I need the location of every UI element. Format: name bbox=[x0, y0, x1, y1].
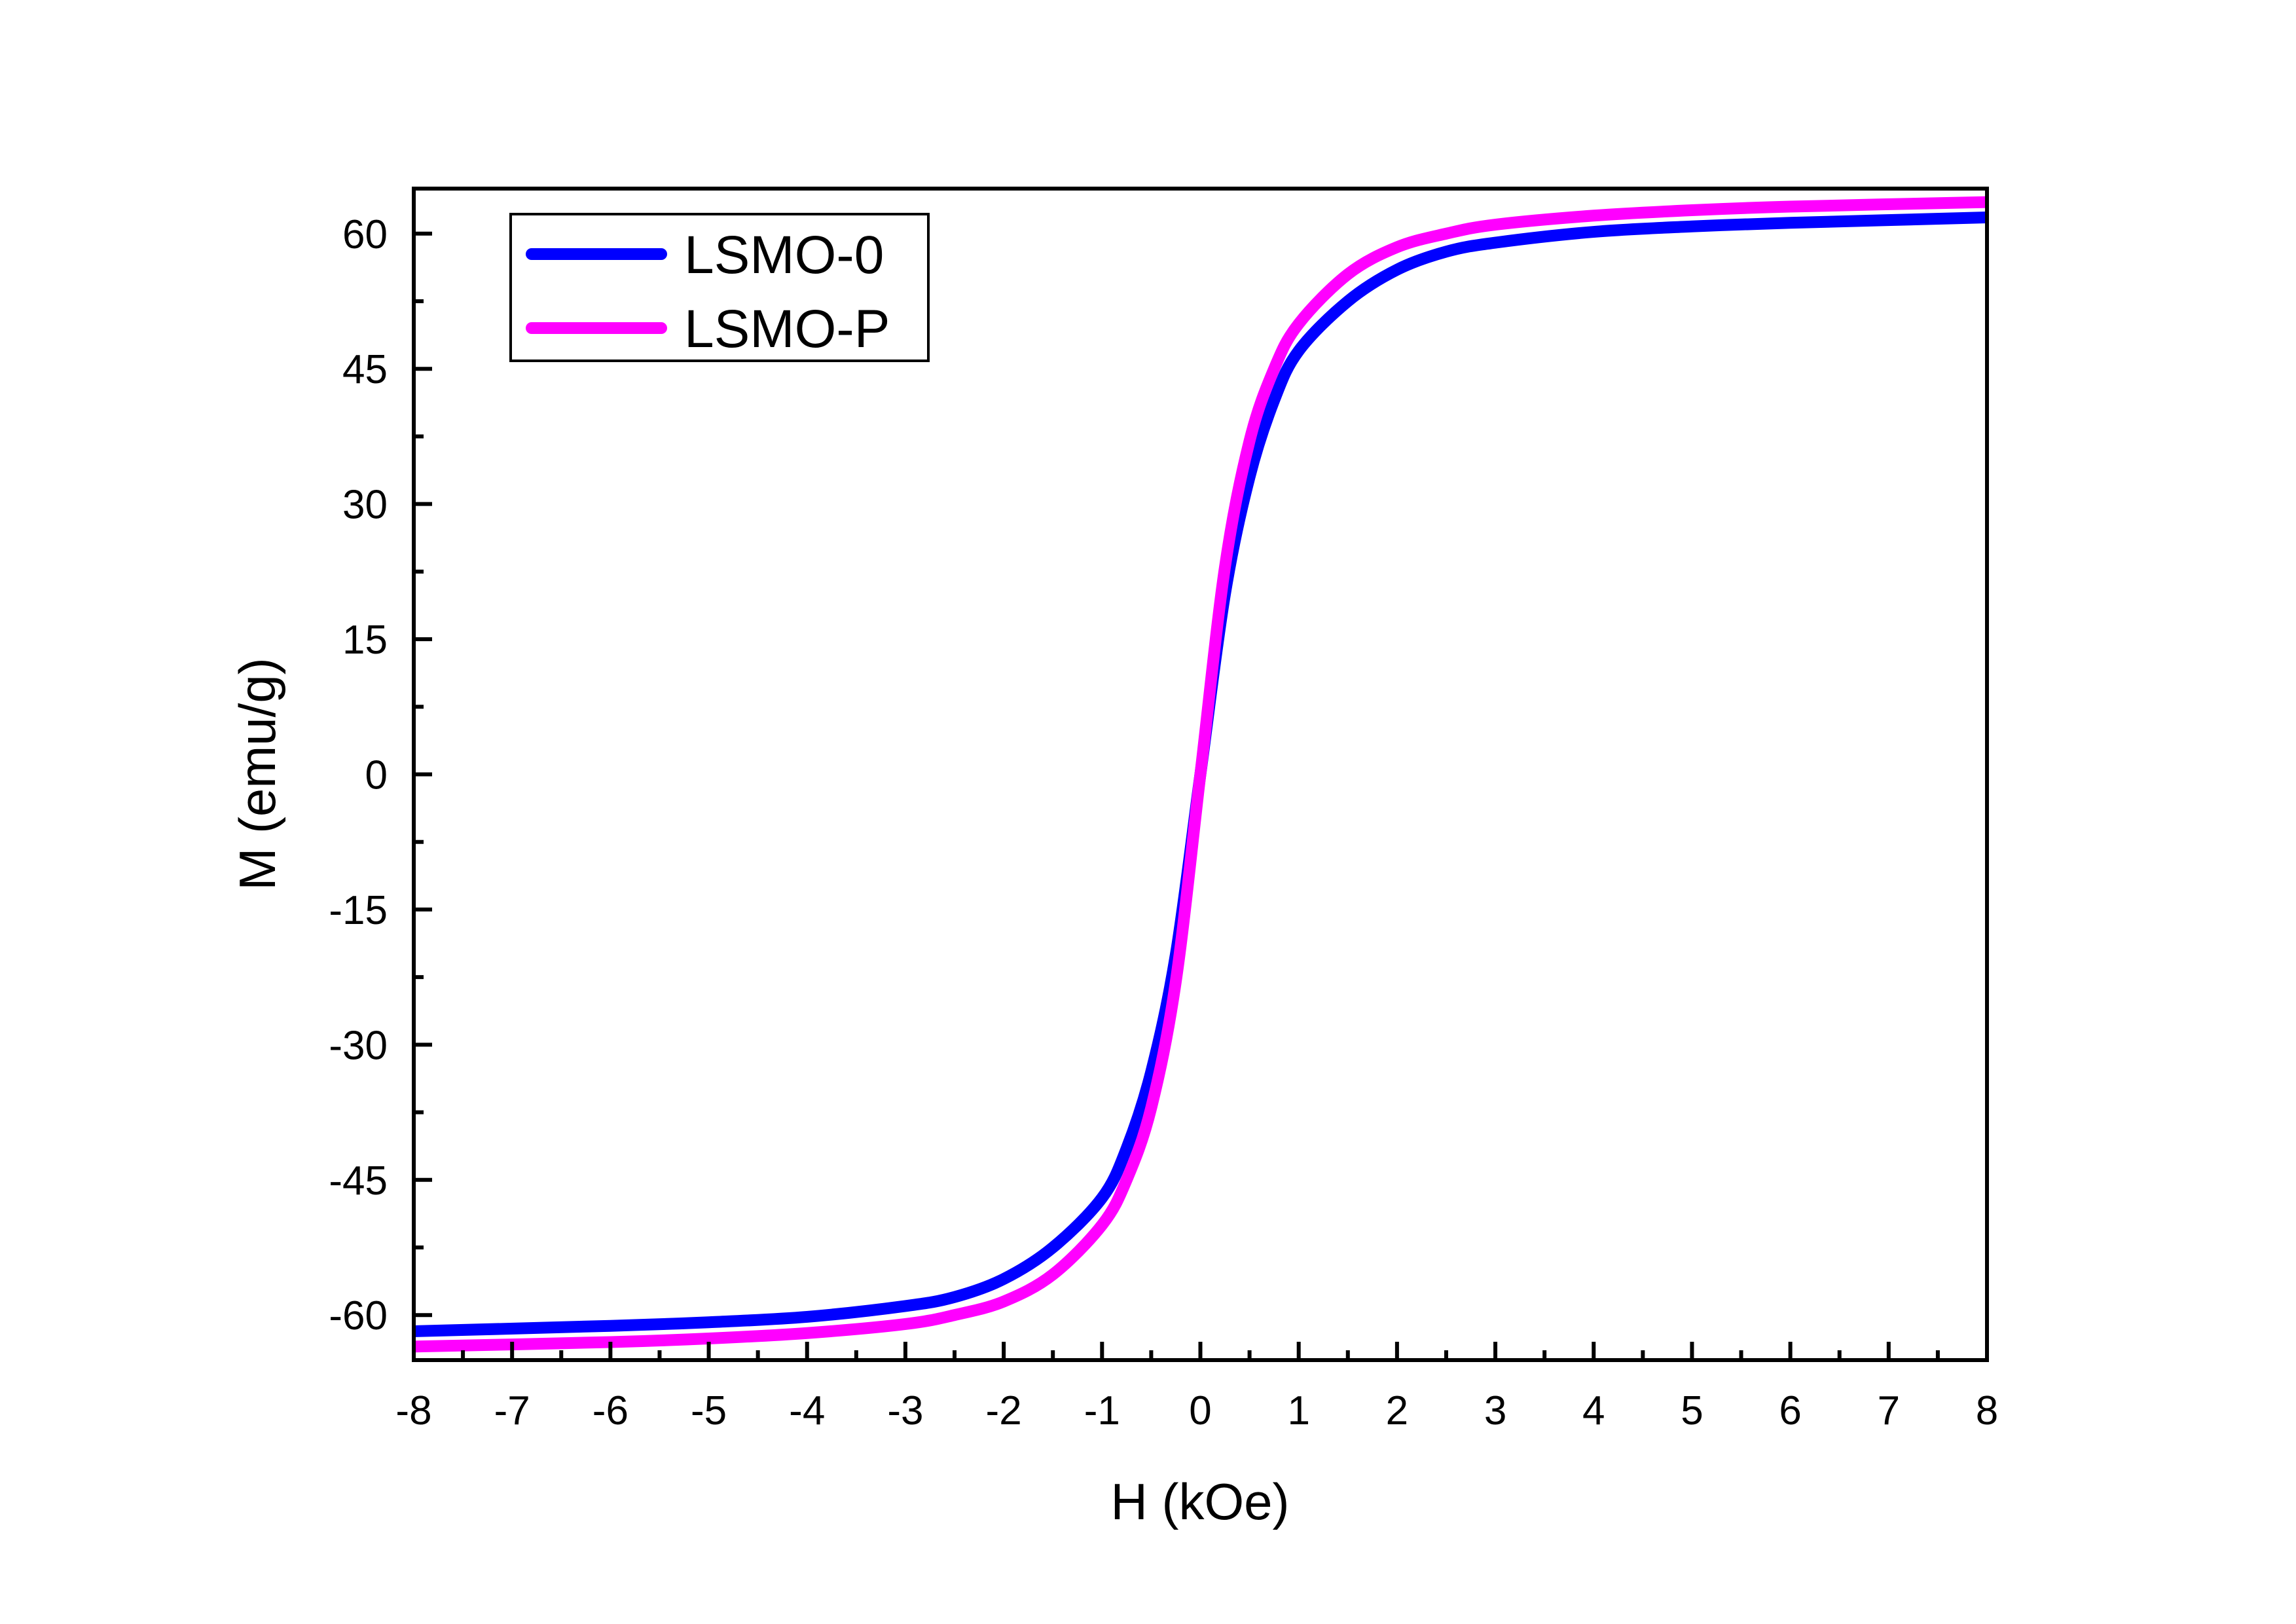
y-tick-label: -15 bbox=[329, 888, 388, 933]
y-tick-label: -30 bbox=[329, 1023, 388, 1068]
legend: LSMO-0 LSMO-P bbox=[509, 213, 930, 362]
x-tick-label: -5 bbox=[691, 1388, 727, 1433]
x-tick-label: 0 bbox=[1189, 1388, 1211, 1433]
x-tick-label: 7 bbox=[1878, 1388, 1900, 1433]
y-tick-label: 15 bbox=[342, 618, 388, 663]
y-tick-label: 45 bbox=[342, 347, 388, 392]
x-tick-label: 5 bbox=[1681, 1388, 1703, 1433]
x-tick-label: 6 bbox=[1779, 1388, 1801, 1433]
x-tick-label: 3 bbox=[1484, 1388, 1506, 1433]
y-tick-label: 0 bbox=[365, 753, 388, 798]
y-tick-label: -60 bbox=[329, 1293, 388, 1338]
x-tick-label: -4 bbox=[789, 1388, 825, 1433]
tick-labels: -8 -7 -6 -5 -4 -3 -2 -1 0 1 2 3 4 5 6 7 8-60-45-30-15015… bbox=[329, 212, 1998, 1433]
x-tick-label: 1 bbox=[1287, 1388, 1309, 1433]
legend-label-lsmo-p: LSMO-P bbox=[684, 299, 890, 359]
x-tick-label: 4 bbox=[1582, 1388, 1605, 1433]
axis-ticks bbox=[412, 231, 1989, 1360]
legend-box bbox=[509, 213, 930, 362]
x-tick-label: -8 bbox=[395, 1388, 431, 1433]
x-tick-label: 2 bbox=[1386, 1388, 1408, 1433]
x-axis-title: H (kOe) bbox=[1111, 1473, 1290, 1530]
y-axis-title: M (emu/g) bbox=[228, 657, 286, 890]
series-line-lsmo-p bbox=[413, 196, 1988, 1353]
x-tick-label: -1 bbox=[1084, 1388, 1120, 1433]
legend-label-lsmo-0: LSMO-0 bbox=[684, 225, 884, 285]
x-tick-label: 8 bbox=[1976, 1388, 1998, 1433]
x-tick-label: -3 bbox=[887, 1388, 923, 1433]
series-curves bbox=[413, 196, 1988, 1353]
x-tick-label: -2 bbox=[986, 1388, 1022, 1433]
x-tick-label: -6 bbox=[592, 1388, 629, 1433]
y-tick-label: 60 bbox=[342, 212, 388, 257]
y-tick-label: -45 bbox=[329, 1158, 388, 1204]
x-tick-label: -7 bbox=[494, 1388, 530, 1433]
y-tick-label: 30 bbox=[342, 483, 388, 528]
